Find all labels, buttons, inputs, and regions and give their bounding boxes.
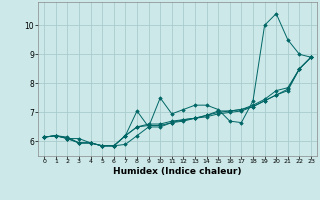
X-axis label: Humidex (Indice chaleur): Humidex (Indice chaleur) xyxy=(113,167,242,176)
